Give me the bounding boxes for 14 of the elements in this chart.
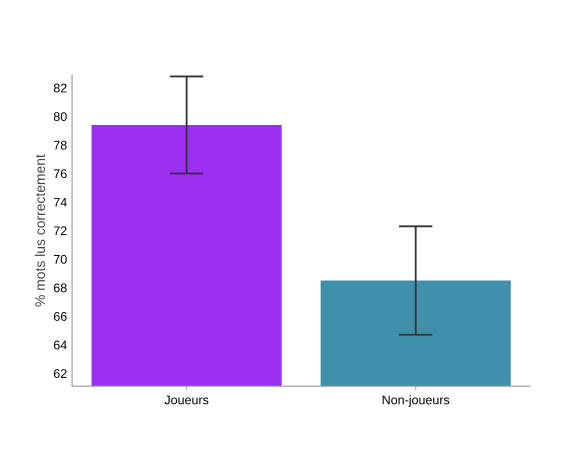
y-tick-label: 66 [54,312,67,321]
y-tick-label: 72 [54,226,67,236]
y-tick-label: 68 [54,283,67,292]
x-tick-label: Non-joueurs [382,395,450,407]
y-tick-label: 62 [54,369,67,378]
y-tick-label: 74 [54,198,67,207]
y-tick-label: 70 [54,254,67,264]
y-tick-label: 76 [54,169,67,178]
y-tick-label: 82 [54,84,67,93]
y-tick-label: 78 [54,140,67,150]
x-tick-label: Joueurs [164,396,208,404]
y-axis-title: % mots lus correctement [34,154,46,306]
y-tick-label: 80 [54,112,67,122]
y-tick-label: 64 [54,340,67,350]
